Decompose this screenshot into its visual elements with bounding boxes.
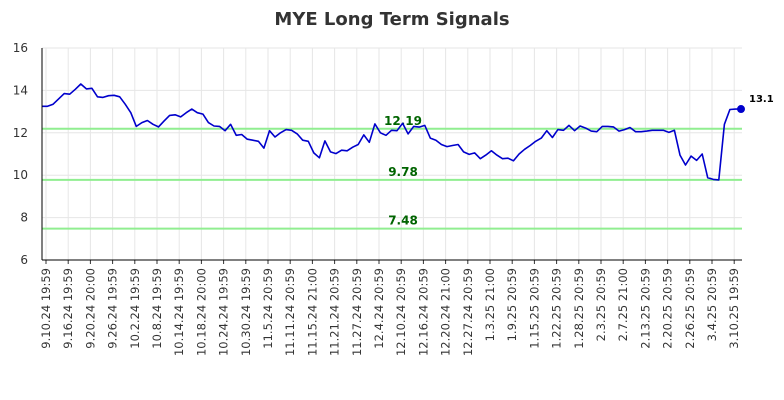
x-tick-label: 2.26.25 20:59: [683, 268, 697, 349]
x-tick-label: 12.10.24 20:59: [394, 268, 408, 356]
y-tick-label: 16: [13, 41, 28, 55]
x-tick-label: 10.30.24 19:59: [239, 268, 253, 356]
price-series: 13.1: [42, 83, 774, 181]
x-tick-label: 9.26.24 19:59: [106, 268, 120, 349]
x-tick-label: 1.15.25 20:59: [527, 268, 541, 349]
signal-label: 12.19: [384, 114, 422, 128]
y-tick-label: 6: [20, 253, 28, 267]
last-value-label: 13.1: [749, 94, 774, 105]
x-tick-label: 10.2.24 19:59: [128, 268, 142, 349]
x-tick-label: 12.16.24 20:59: [416, 268, 430, 356]
y-tick-label: 10: [13, 168, 28, 182]
x-tick-label: 11.27.24 20:59: [350, 268, 364, 356]
x-tick-label: 2.13.25 20:59: [638, 268, 652, 349]
y-tick-label: 8: [20, 211, 28, 225]
x-tick-label: 9.20.24 20:00: [83, 268, 97, 349]
x-tick-label: 1.22.25 20:59: [550, 268, 564, 349]
x-tick-label: 12.27.24 20:59: [461, 268, 475, 356]
x-tick-label: 11.5.24 20:59: [261, 268, 275, 349]
x-tick-label: 12.20.24 21:00: [439, 268, 453, 356]
y-tick-label: 12: [13, 126, 28, 140]
x-tick-label: 2.7.25 21:00: [616, 268, 630, 341]
x-tick-label: 10.18.24 20:00: [194, 268, 208, 356]
x-tick-label: 10.24.24 19:59: [217, 268, 231, 356]
y-tick-label: 14: [13, 83, 28, 97]
x-tick-label: 12.4.24 20:59: [372, 268, 386, 349]
chart-title: MYE Long Term Signals: [274, 9, 509, 30]
x-tick-label: 2.3.25 20:59: [594, 268, 608, 341]
y-axis-ticks: 6 8 10 12 14 16: [13, 41, 28, 267]
series-line: [42, 83, 741, 181]
x-tick-label: 11.11.24 20:59: [283, 268, 297, 356]
last-point-marker: [737, 105, 745, 114]
x-tick-label: 3.4.25 20:59: [705, 268, 719, 341]
x-tick-label: 1.9.25 20:59: [505, 268, 519, 341]
x-tick-label: 9.10.24 19:59: [39, 268, 53, 349]
x-tick-label: 10.8.24 19:59: [150, 268, 164, 349]
x-tick-label: 3.10.25 19:59: [727, 268, 741, 349]
grid: [42, 47, 742, 261]
signal-label: 9.78: [388, 165, 418, 179]
x-tick-label: 10.14.24 19:59: [172, 268, 186, 356]
x-tick-label: 9.16.24 19:59: [61, 268, 75, 349]
x-axis-ticks: 9.10.24 19:59 9.16.24 19:59 9.20.24 20:00 9…: [39, 260, 741, 356]
x-tick-label: 2.20.25 20:59: [661, 268, 675, 349]
x-tick-label: 11.21.24 20:59: [328, 268, 342, 356]
x-tick-label: 1.28.25 20:59: [572, 268, 586, 349]
x-tick-label: 1.3.25 21:00: [483, 268, 497, 341]
x-tick-label: 11.15.24 21:00: [305, 268, 319, 356]
signal-label: 7.48: [388, 214, 418, 228]
axes: [41, 48, 742, 261]
